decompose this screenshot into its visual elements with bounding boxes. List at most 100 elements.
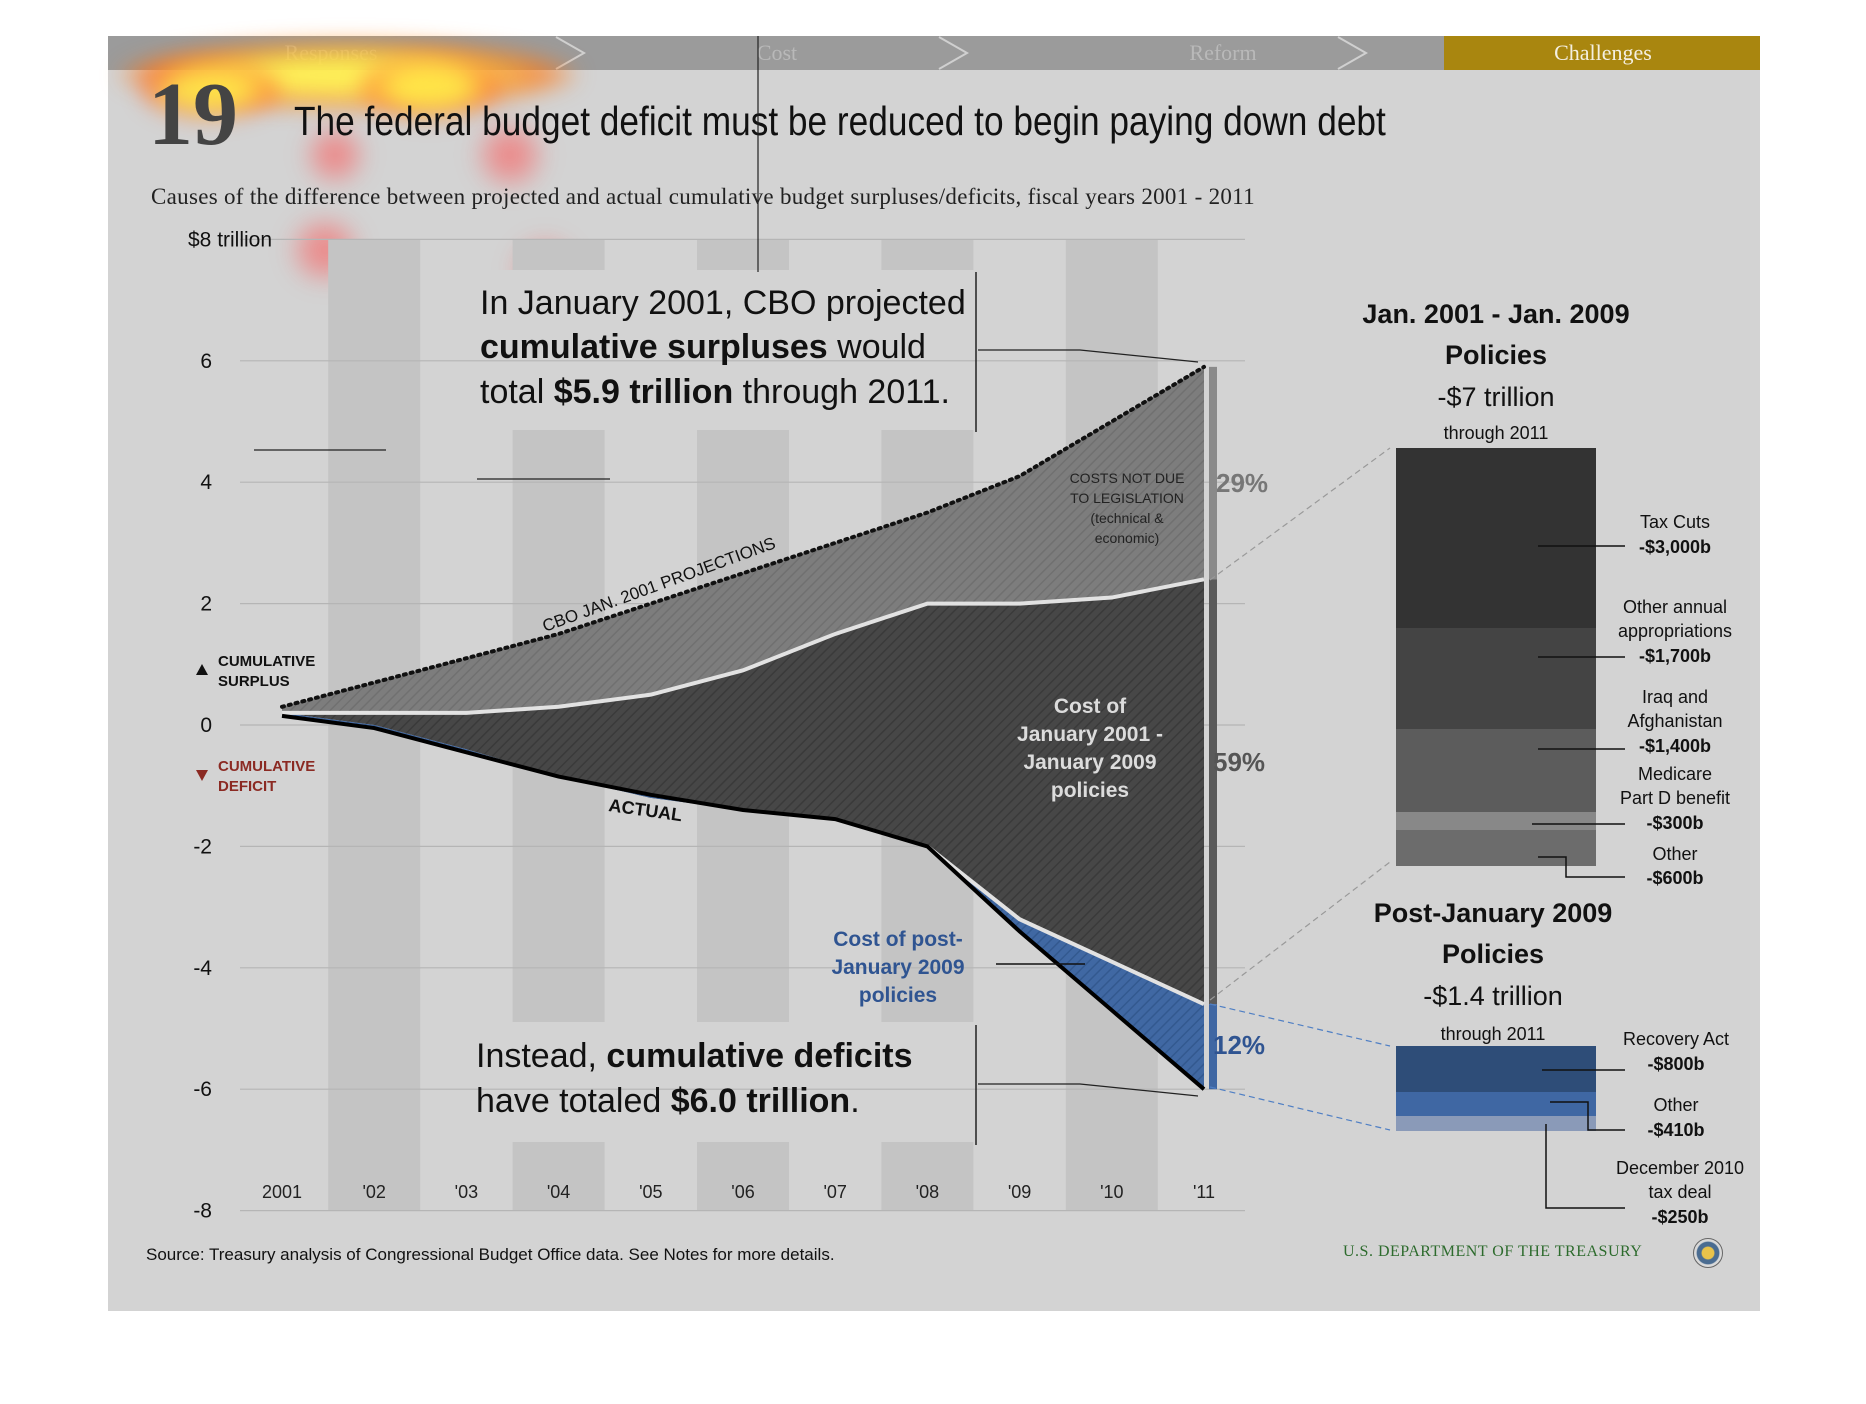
annotation-top: total $5.9 trillion through 2011.: [480, 373, 950, 411]
connector-line: [1209, 861, 1391, 1001]
breakdown-panels: Jan. 2001 - Jan. 2009 Policies -$7 trillio…: [1362, 299, 1744, 1227]
stack1-label: Other: [1652, 844, 1697, 864]
stack2-segment: [1396, 1092, 1596, 1116]
pct-label-bottom: 12%: [1213, 1030, 1265, 1060]
label-post2009-cost: January 2009: [831, 956, 964, 979]
panel1-through: through 2011: [1444, 423, 1549, 443]
share-bar-post2009: [1209, 1004, 1217, 1090]
y-tick-label: 2: [200, 593, 212, 616]
stack1-label: Tax Cuts: [1640, 512, 1710, 532]
stack2-label: Other: [1653, 1095, 1698, 1115]
stack2-segment: [1396, 1116, 1596, 1131]
y-tick-label: -6: [193, 1078, 212, 1101]
callout-line: [978, 1083, 1199, 1097]
legend-deficit: CUMULATIVE: [218, 758, 315, 775]
panel2-through: through 2011: [1441, 1024, 1546, 1044]
stack2-label: Recovery Act: [1623, 1029, 1729, 1049]
leader-line: [1545, 1124, 1625, 1209]
label-policies-cost: January 2009: [1023, 751, 1156, 774]
stack1-label: Iraq and: [1642, 687, 1708, 707]
tab-reform[interactable]: Reform: [1189, 40, 1257, 65]
stack1-label: Medicare: [1638, 764, 1712, 784]
legend-surplus: SURPLUS: [218, 673, 290, 690]
x-tick-label: '08: [916, 1182, 939, 1202]
legend-surplus: CUMULATIVE: [218, 653, 315, 670]
connector-line: [1209, 1003, 1391, 1047]
treasury-seal-icon: [1693, 1238, 1723, 1268]
stack1-segment: [1396, 729, 1596, 812]
panel1-title: Jan. 2001 - Jan. 2009: [1362, 299, 1629, 329]
chart-lines: [280, 364, 1217, 1091]
policy-area: [282, 579, 1204, 1005]
annotation-top-part: would: [828, 328, 926, 366]
annotation-bottom: have totaled $6.0 trillion.: [476, 1082, 860, 1120]
x-tick-label: '10: [1100, 1182, 1123, 1202]
post2009-boundary-line: [926, 844, 1205, 1007]
stack1-label: appropriations: [1618, 621, 1732, 641]
stack1-label: Part D benefit: [1620, 788, 1730, 808]
annotation-top-part: total: [480, 373, 554, 411]
leader-line: [1550, 1101, 1625, 1131]
stack2-label: December 2010: [1616, 1158, 1744, 1178]
stack1-value: -$1,400b: [1639, 736, 1711, 756]
stack2-label: tax deal: [1648, 1182, 1711, 1202]
share-bar-costs-not-due: [1209, 366, 1217, 580]
stack2-value: -$250b: [1651, 1207, 1708, 1227]
stack1-value: -$1,700b: [1639, 646, 1711, 666]
annotation-top: In January 2001, CBO projected: [480, 284, 966, 322]
panel1-title: Policies: [1445, 340, 1547, 370]
pct-label-mid: 59%: [1213, 747, 1265, 777]
slide-number: 19: [148, 65, 238, 164]
annotation-bottom: Instead, cumulative deficits: [476, 1037, 913, 1075]
annotation-top-part: cumulative surpluses: [480, 328, 828, 366]
stack2-value: -$800b: [1647, 1054, 1704, 1074]
y-tick-label: -2: [193, 835, 212, 858]
y-tick-label: -4: [193, 957, 212, 980]
label-costs-not-due: (technical &: [1090, 510, 1164, 526]
callout-line: [978, 349, 1199, 363]
y-tick-label: 4: [200, 471, 212, 494]
chart-areas: [282, 366, 1204, 1090]
share-bar-policies: [1209, 579, 1217, 1005]
leader-line: [1538, 856, 1625, 878]
annotation-top: cumulative surpluses would: [480, 328, 926, 366]
connector-line: [1209, 1086, 1391, 1131]
x-tick-label: '09: [1008, 1182, 1031, 1202]
chevron-right-icon: [1337, 36, 1369, 70]
x-tick-label: 2001: [262, 1182, 302, 1202]
label-post2009-cost: policies: [859, 984, 937, 1007]
x-tick-label: '04: [547, 1182, 570, 1202]
annotation-top-part: through 2011.: [733, 373, 950, 411]
x-axis: 2001 '02 '03 '04 '05 '06 '07 '08 '09 '10 '11: [262, 1182, 1215, 1202]
label-policies-cost: Cost of: [1054, 695, 1127, 718]
stack2-segment: [1396, 1046, 1596, 1092]
page-title: The federal budget deficit must be reduc…: [294, 98, 1386, 144]
legend-deficit: DEFICIT: [218, 778, 276, 795]
pct-label-top: 29%: [1216, 468, 1268, 498]
legislation-boundary-line: [282, 577, 1205, 715]
tab-cost[interactable]: Cost: [756, 40, 798, 65]
source-note: Source: Treasury analysis of Congression…: [146, 1245, 835, 1264]
x-tick-label: '05: [639, 1182, 662, 1202]
annotation-bottom-part: $6.0 trillion: [671, 1082, 851, 1120]
connector-line: [1209, 447, 1391, 581]
nav-active-highlight: [1444, 36, 1760, 70]
label-costs-not-due: COSTS NOT DUE: [1070, 470, 1185, 486]
tab-challenges[interactable]: Challenges: [1554, 40, 1652, 65]
stack1-label: Afghanistan: [1627, 711, 1722, 731]
annotation-bottom-part: have totaled: [476, 1082, 671, 1120]
panel2-total: -$1.4 trillion: [1423, 981, 1563, 1011]
x-tick-label: '11: [1193, 1182, 1215, 1202]
panel2-title: Post-January 2009: [1374, 898, 1613, 928]
x-tick-label: '06: [731, 1182, 754, 1202]
y-tick-label: $8 trillion: [188, 228, 272, 251]
stack1-segment: [1396, 448, 1596, 628]
triangle-up-icon: [196, 664, 208, 675]
label-policies-cost: January 2001 -: [1017, 723, 1163, 746]
triangle-down-icon: [196, 770, 208, 781]
label-costs-not-due: TO LEGISLATION: [1070, 490, 1184, 506]
label-policies-cost: policies: [1051, 779, 1129, 802]
panel2-title: Policies: [1442, 939, 1544, 969]
